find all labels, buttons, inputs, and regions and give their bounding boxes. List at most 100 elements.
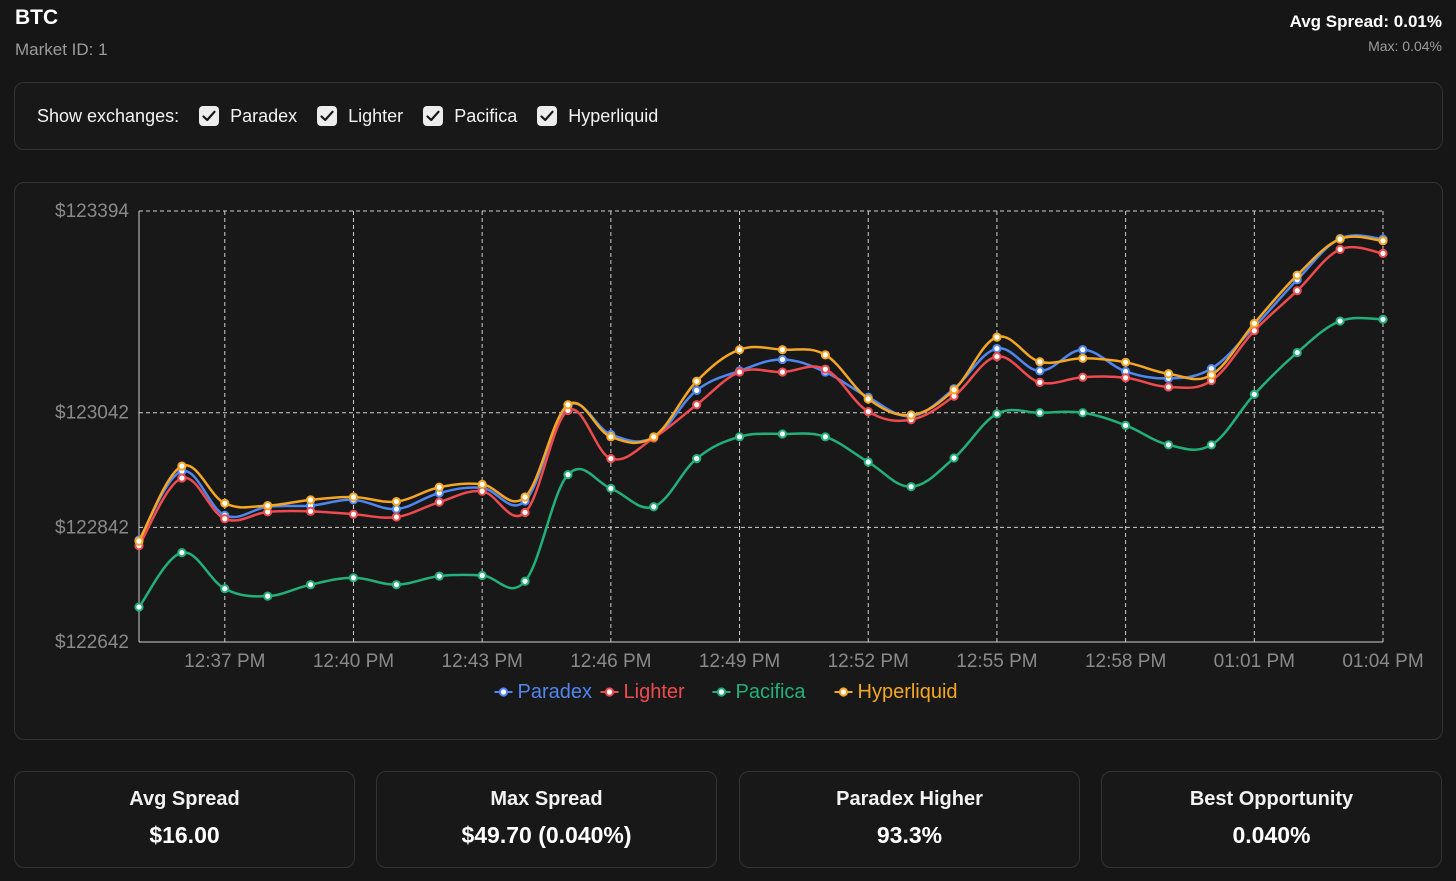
data-point-pacifica: [134, 602, 144, 612]
data-point-paradex: [391, 504, 401, 514]
stat-card-best-opportunity: Best Opportunity 0.040%: [1101, 771, 1442, 868]
legend-marker: [838, 687, 849, 697]
x-tick-label: 12:55 PM: [956, 651, 1037, 672]
checkbox-hyperliquid[interactable]: Hyperliquid: [537, 106, 658, 127]
legend-marker: [604, 687, 615, 697]
stat-label: Best Opportunity: [1189, 788, 1354, 810]
data-point-pacifica: [263, 591, 273, 601]
legend-label: Hyperliquid: [858, 681, 958, 703]
max-spread-summary: Max: 0.04%: [1368, 38, 1442, 54]
stat-card-paradex-higher: Paradex Higher 93.3%: [739, 771, 1080, 868]
data-point-lighter: [391, 512, 401, 522]
data-point-lighter: [606, 453, 616, 464]
checkbox-label: Paradex: [230, 105, 298, 126]
series-line-hyperliquid: [137, 235, 1384, 542]
x-tick-label: 01:04 PM: [1342, 651, 1423, 672]
data-point-hyperliquid: [649, 432, 659, 442]
price-line-chart: $122642 $122842 $123042 $123394 12:37 PM 12:4…: [55, 201, 1424, 703]
legend-label: Lighter: [624, 681, 685, 703]
data-point-hyperliquid: [992, 332, 1002, 342]
data-point-pacifica: [777, 429, 788, 439]
checkbox-pacifica[interactable]: Pacifica: [423, 106, 517, 127]
data-point-lighter: [1035, 377, 1045, 387]
data-point-pacifica: [1378, 314, 1388, 324]
data-point-lighter: [863, 406, 873, 417]
data-point-pacifica: [520, 576, 530, 586]
market-id: Market ID: 1: [15, 40, 108, 59]
data-point-hyperliquid: [348, 492, 359, 502]
checkbox-paradex[interactable]: Paradex: [199, 106, 297, 127]
data-point-lighter: [520, 507, 530, 518]
data-point-paradex: [1078, 345, 1088, 355]
checkbox-lighter[interactable]: Lighter: [317, 106, 403, 127]
data-point-hyperliquid: [134, 536, 144, 546]
price-chart-panel: $122642 $122842 $123042 $123394 12:37 PM 12:4…: [14, 182, 1443, 740]
data-point-hyperliquid: [906, 410, 916, 420]
data-point-hyperliquid: [1249, 318, 1259, 328]
data-point-hyperliquid: [305, 495, 316, 505]
data-point-hyperliquid: [1121, 357, 1131, 367]
data-point-pacifica: [1292, 347, 1302, 358]
check-icon[interactable]: [317, 106, 338, 126]
data-point-hyperliquid: [606, 432, 616, 442]
x-tick-label: 12:40 PM: [313, 651, 394, 672]
data-point-lighter: [1292, 286, 1302, 296]
data-point-lighter: [692, 400, 702, 410]
market-title: BTC: [15, 6, 59, 29]
stat-value: $16.00: [149, 822, 220, 848]
data-point-hyperliquid: [1378, 236, 1388, 246]
data-point-lighter: [434, 497, 444, 507]
data-point-hyperliquid: [434, 482, 444, 492]
x-tick-label: 12:37 PM: [184, 651, 265, 672]
data-point-pacifica: [1335, 316, 1345, 326]
data-point-lighter: [1121, 373, 1131, 383]
data-point-hyperliquid: [563, 400, 573, 410]
filter-label: Show exchanges:: [37, 105, 180, 126]
legend-marker: [498, 687, 509, 697]
data-point-pacifica: [863, 457, 873, 467]
check-icon[interactable]: [199, 106, 220, 126]
check-icon[interactable]: [423, 106, 444, 126]
data-point-hyperliquid: [263, 500, 273, 511]
series-line-pacifica: [137, 316, 1384, 608]
check-icon[interactable]: [537, 106, 558, 126]
data-point-lighter: [1378, 248, 1388, 259]
data-point-pacifica: [1249, 389, 1259, 400]
data-point-pacifica: [348, 573, 359, 583]
data-point-pacifica: [1163, 440, 1174, 450]
data-point-lighter: [1163, 382, 1174, 392]
data-point-pacifica: [477, 570, 487, 581]
data-point-hyperliquid: [949, 385, 959, 395]
data-point-pacifica: [992, 409, 1002, 419]
data-point-hyperliquid: [734, 345, 745, 355]
data-point-pacifica: [692, 453, 702, 464]
legend-label: Pacifica: [736, 681, 807, 703]
data-point-hyperliquid: [1206, 370, 1217, 380]
data-point-lighter: [1078, 372, 1088, 382]
y-tick-label: $122842: [55, 517, 129, 538]
data-point-lighter: [777, 367, 788, 377]
data-point-hyperliquid: [863, 394, 873, 404]
data-point-pacifica: [734, 432, 745, 442]
data-point-paradex: [692, 385, 702, 395]
checkbox-label: Pacifica: [454, 105, 518, 126]
x-tick-label: 12:58 PM: [1085, 651, 1166, 672]
data-point-pacifica: [906, 482, 916, 492]
stat-value: 0.040%: [1232, 822, 1311, 848]
stat-card-max-spread: Max Spread $49.70 (0.040%): [376, 771, 717, 868]
data-point-hyperliquid: [177, 461, 187, 471]
x-tick-label: 12:43 PM: [442, 651, 523, 672]
data-point-paradex: [777, 354, 788, 365]
data-point-lighter: [220, 514, 230, 524]
data-point-pacifica: [1078, 408, 1088, 418]
y-tick-label: $122642: [55, 632, 129, 653]
data-point-lighter: [348, 509, 359, 519]
stat-value: 93.3%: [876, 822, 943, 848]
y-tick-label: $123394: [55, 201, 129, 222]
x-tick-label: 12:46 PM: [570, 651, 651, 672]
data-point-hyperliquid: [1335, 234, 1345, 244]
data-point-hyperliquid: [1163, 369, 1174, 379]
data-point-hyperliquid: [777, 345, 788, 355]
data-point-paradex: [992, 343, 1002, 354]
data-point-hyperliquid: [220, 498, 230, 508]
